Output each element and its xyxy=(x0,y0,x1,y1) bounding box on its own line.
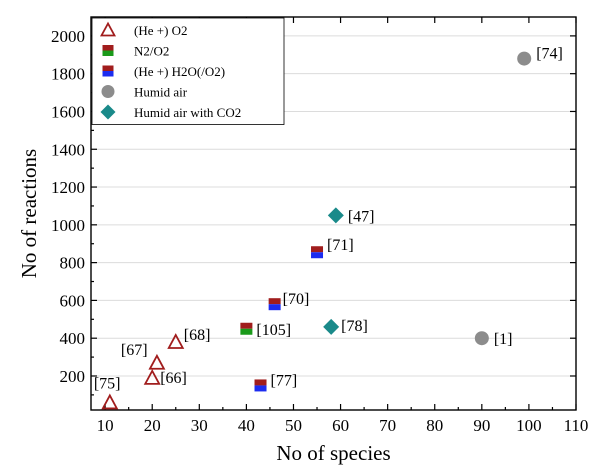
data-point xyxy=(101,393,119,410)
y-axis-title: No of reactions xyxy=(17,149,41,278)
x-tick-label: 60 xyxy=(332,416,349,435)
data-point xyxy=(268,298,281,311)
data-point xyxy=(143,368,161,385)
point-label: [77] xyxy=(271,372,298,389)
point-label: [47] xyxy=(348,208,375,225)
x-axis-title: No of species xyxy=(276,441,390,465)
legend-marker xyxy=(99,21,117,37)
y-tick-label: 1600 xyxy=(51,102,85,121)
x-tick-label: 90 xyxy=(473,416,490,435)
legend-marker xyxy=(100,104,116,120)
point-label: [1] xyxy=(494,331,513,348)
point-label: [75] xyxy=(94,375,121,392)
y-tick-label: 200 xyxy=(60,367,86,386)
data-point xyxy=(474,331,489,346)
legend-label: Humid air with CO2 xyxy=(134,105,241,120)
legend-label: (He +) H2O(/O2) xyxy=(134,64,225,79)
point-label: [78] xyxy=(341,318,368,335)
legend-marker xyxy=(101,85,115,98)
x-tick-label: 20 xyxy=(144,416,161,435)
data-point xyxy=(327,207,344,224)
data-point xyxy=(311,246,324,259)
point-label: [105] xyxy=(256,322,291,339)
data-point xyxy=(323,318,340,335)
data-point xyxy=(240,322,253,335)
x-tick-label: 50 xyxy=(285,416,302,435)
legend-label: N2/O2 xyxy=(134,44,169,59)
legend-label: (He +) O2 xyxy=(134,23,188,38)
x-tick-label: 40 xyxy=(238,416,255,435)
x-tick-label: 10 xyxy=(97,416,114,435)
point-label: [74] xyxy=(536,46,563,63)
y-tick-label: 1200 xyxy=(51,178,85,197)
data-point xyxy=(254,379,267,392)
y-tick-label: 1400 xyxy=(51,140,85,159)
point-label: [68] xyxy=(184,327,211,344)
y-tick-label: 2000 xyxy=(51,27,85,46)
y-tick-label: 1000 xyxy=(51,216,85,235)
point-label: [67] xyxy=(121,342,148,359)
legend-label: Humid air xyxy=(134,85,188,100)
plot-frame xyxy=(90,16,577,411)
x-tick-label: 100 xyxy=(516,416,542,435)
data-point xyxy=(517,51,532,66)
x-tick-label: 30 xyxy=(191,416,208,435)
point-label: [66] xyxy=(160,370,187,387)
data-point xyxy=(148,353,166,370)
y-tick-label: 1800 xyxy=(51,65,85,84)
legend-marker xyxy=(102,65,114,77)
point-label: [71] xyxy=(327,237,354,254)
y-tick-label: 600 xyxy=(60,291,86,310)
legend-box xyxy=(91,17,285,125)
point-label: [70] xyxy=(283,291,310,308)
y-tick-label: 800 xyxy=(60,254,86,273)
y-tick-label: 400 xyxy=(60,329,86,348)
x-tick-label: 80 xyxy=(426,416,443,435)
legend-marker xyxy=(102,45,114,56)
x-tick-label: 70 xyxy=(379,416,396,435)
data-point xyxy=(167,333,185,349)
x-tick-label: 110 xyxy=(564,416,589,435)
